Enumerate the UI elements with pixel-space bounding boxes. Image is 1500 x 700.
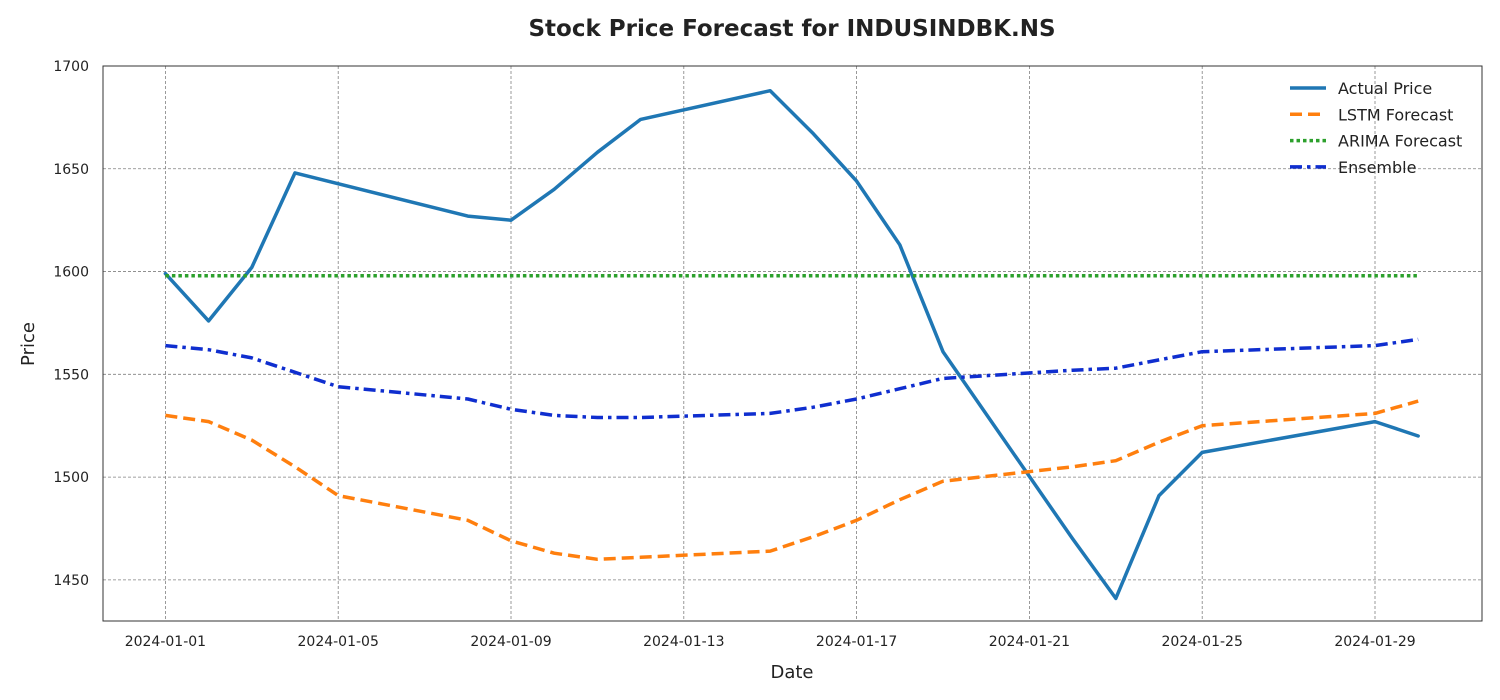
y-tick-label: 1550	[53, 367, 89, 383]
plot-frame	[102, 65, 1483, 622]
y-tick-label: 1500	[53, 470, 89, 486]
x-tick-label: 2024-01-05	[298, 634, 379, 650]
series-lines	[163, 88, 1420, 601]
series-line-ensemble	[165, 337, 1419, 420]
x-tick-label: 2024-01-13	[643, 634, 724, 650]
legend-label: ARIMA Forecast	[1338, 132, 1462, 151]
x-tick-label: 2024-01-09	[470, 634, 551, 650]
x-tick-label: 2024-01-01	[125, 634, 206, 650]
y-tick-label: 1650	[53, 162, 89, 178]
chart-title: Stock Price Forecast for INDUSINDBK.NS	[528, 16, 1055, 42]
series-line-lstm-forecast	[165, 399, 1419, 562]
grid	[103, 65, 1482, 621]
y-axis-label: Price	[18, 322, 39, 366]
x-axis-label: Date	[770, 662, 813, 683]
legend-label: Actual Price	[1338, 79, 1432, 98]
y-tick-label: 1700	[53, 59, 89, 75]
x-axis-ticks: 2024-01-01 2024-01-05 2024-01-09 2024-01-13…	[125, 634, 1416, 650]
y-tick-label: 1450	[53, 573, 89, 589]
y-tick-label: 1600	[53, 265, 89, 281]
x-tick-label: 2024-01-25	[1162, 634, 1243, 650]
legend: Actual Price LSTM Forecast ARIMA Forecast E…	[1290, 79, 1462, 177]
x-tick-label: 2024-01-29	[1334, 634, 1415, 650]
y-axis-ticks: 1450 1500 1550 1600 1650 1700	[53, 59, 89, 589]
legend-label: Ensemble	[1338, 158, 1416, 177]
series-line-actual-price	[163, 88, 1420, 601]
legend-label: LSTM Forecast	[1338, 105, 1453, 124]
x-tick-label: 2024-01-21	[989, 634, 1070, 650]
x-tick-label: 2024-01-17	[816, 634, 897, 650]
